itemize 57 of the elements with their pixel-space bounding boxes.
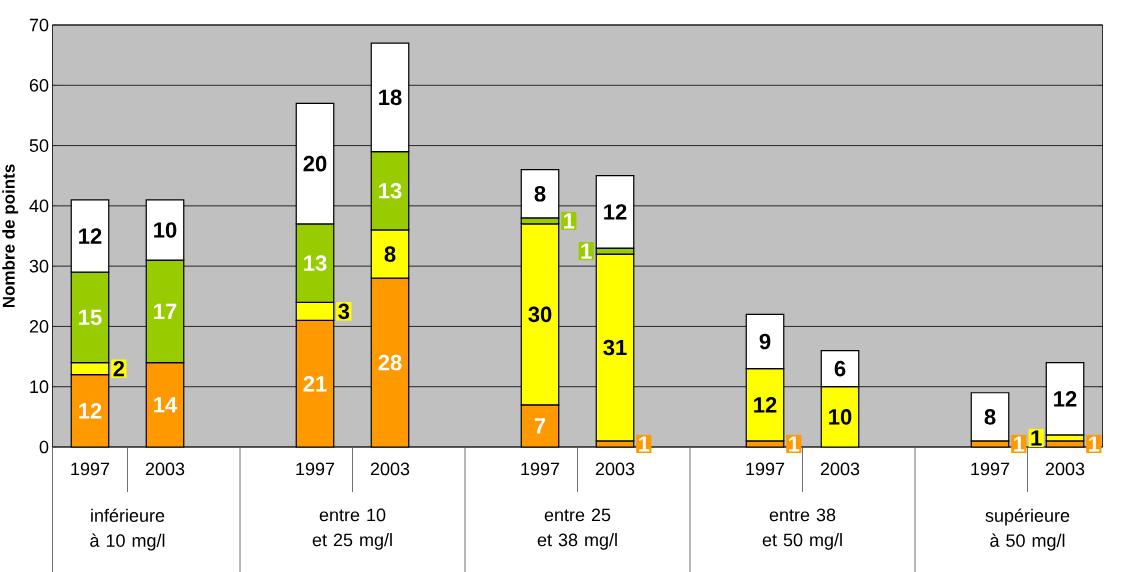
y-tick-label: 40	[29, 199, 49, 213]
x-tick-label: 2003	[820, 462, 860, 476]
x-tick-label: 2003	[595, 462, 635, 476]
data-label: 20	[303, 155, 327, 172]
x-tick-label: 2003	[1045, 462, 1085, 476]
x-tick-label: 2003	[370, 462, 410, 476]
x-tick-label: 2003	[145, 462, 185, 476]
data-label: 2	[113, 360, 125, 377]
data-label: 7	[534, 418, 546, 434]
data-label: 1	[639, 436, 650, 452]
data-label: 8	[984, 409, 996, 425]
data-label: 9	[759, 333, 771, 350]
y-tick-label: 20	[29, 320, 49, 333]
text: inférieure à 10 mg/l	[90, 508, 165, 551]
data-label: 13	[304, 255, 327, 271]
data-label: 1	[1031, 430, 1042, 446]
data-label: 12	[754, 397, 777, 413]
y-tick-label: 10	[30, 380, 49, 394]
y-tick-label: 70	[29, 18, 49, 32]
data-label: 12	[79, 228, 102, 244]
x-tick-label: 1997	[71, 462, 110, 476]
data-label: 17	[154, 303, 177, 319]
data-label: 14	[154, 397, 178, 413]
data-label: 3	[338, 303, 350, 320]
y-tick-label: 0	[39, 440, 49, 454]
data-label: 10	[154, 222, 177, 238]
y-tick-label: 30	[29, 259, 49, 273]
data-label: 1	[1089, 436, 1100, 452]
y-tick-label: 50	[29, 139, 49, 152]
data-label: 1	[564, 213, 575, 229]
y-tick-label: 60	[29, 78, 49, 92]
data-label: 6	[834, 360, 846, 377]
text: entre 10 et 25 mg/l	[312, 508, 392, 550]
text: entre 38 et 50 mg/l	[762, 508, 842, 550]
data-label: 12	[604, 204, 627, 220]
data-label: 21	[303, 376, 327, 392]
data-label: 31	[603, 339, 627, 356]
x-tick-label: 1997	[971, 462, 1010, 476]
data-label: 18	[379, 89, 402, 106]
data-label: 15	[79, 309, 102, 326]
data-label: 28	[378, 354, 402, 371]
x-tick-label: 1997	[296, 462, 335, 476]
data-label: 1	[789, 436, 800, 452]
y-axis-title: Nombre de points	[2, 164, 19, 308]
data-label: 8	[534, 186, 546, 202]
text: supérieure à 50 mg/l	[985, 508, 1070, 551]
text: entre 25 et 38 mg/l	[537, 508, 617, 550]
data-label: 12	[79, 403, 102, 419]
data-label: 13	[379, 182, 402, 199]
data-label: 30	[528, 306, 552, 323]
data-label: 10	[829, 409, 852, 425]
data-label: 1	[1014, 436, 1025, 452]
data-label: 1	[581, 243, 592, 259]
x-tick-label: 1997	[746, 462, 785, 476]
data-label: 8	[384, 246, 396, 262]
data-label: 12	[1054, 391, 1077, 407]
x-tick-label: 1997	[521, 462, 560, 476]
